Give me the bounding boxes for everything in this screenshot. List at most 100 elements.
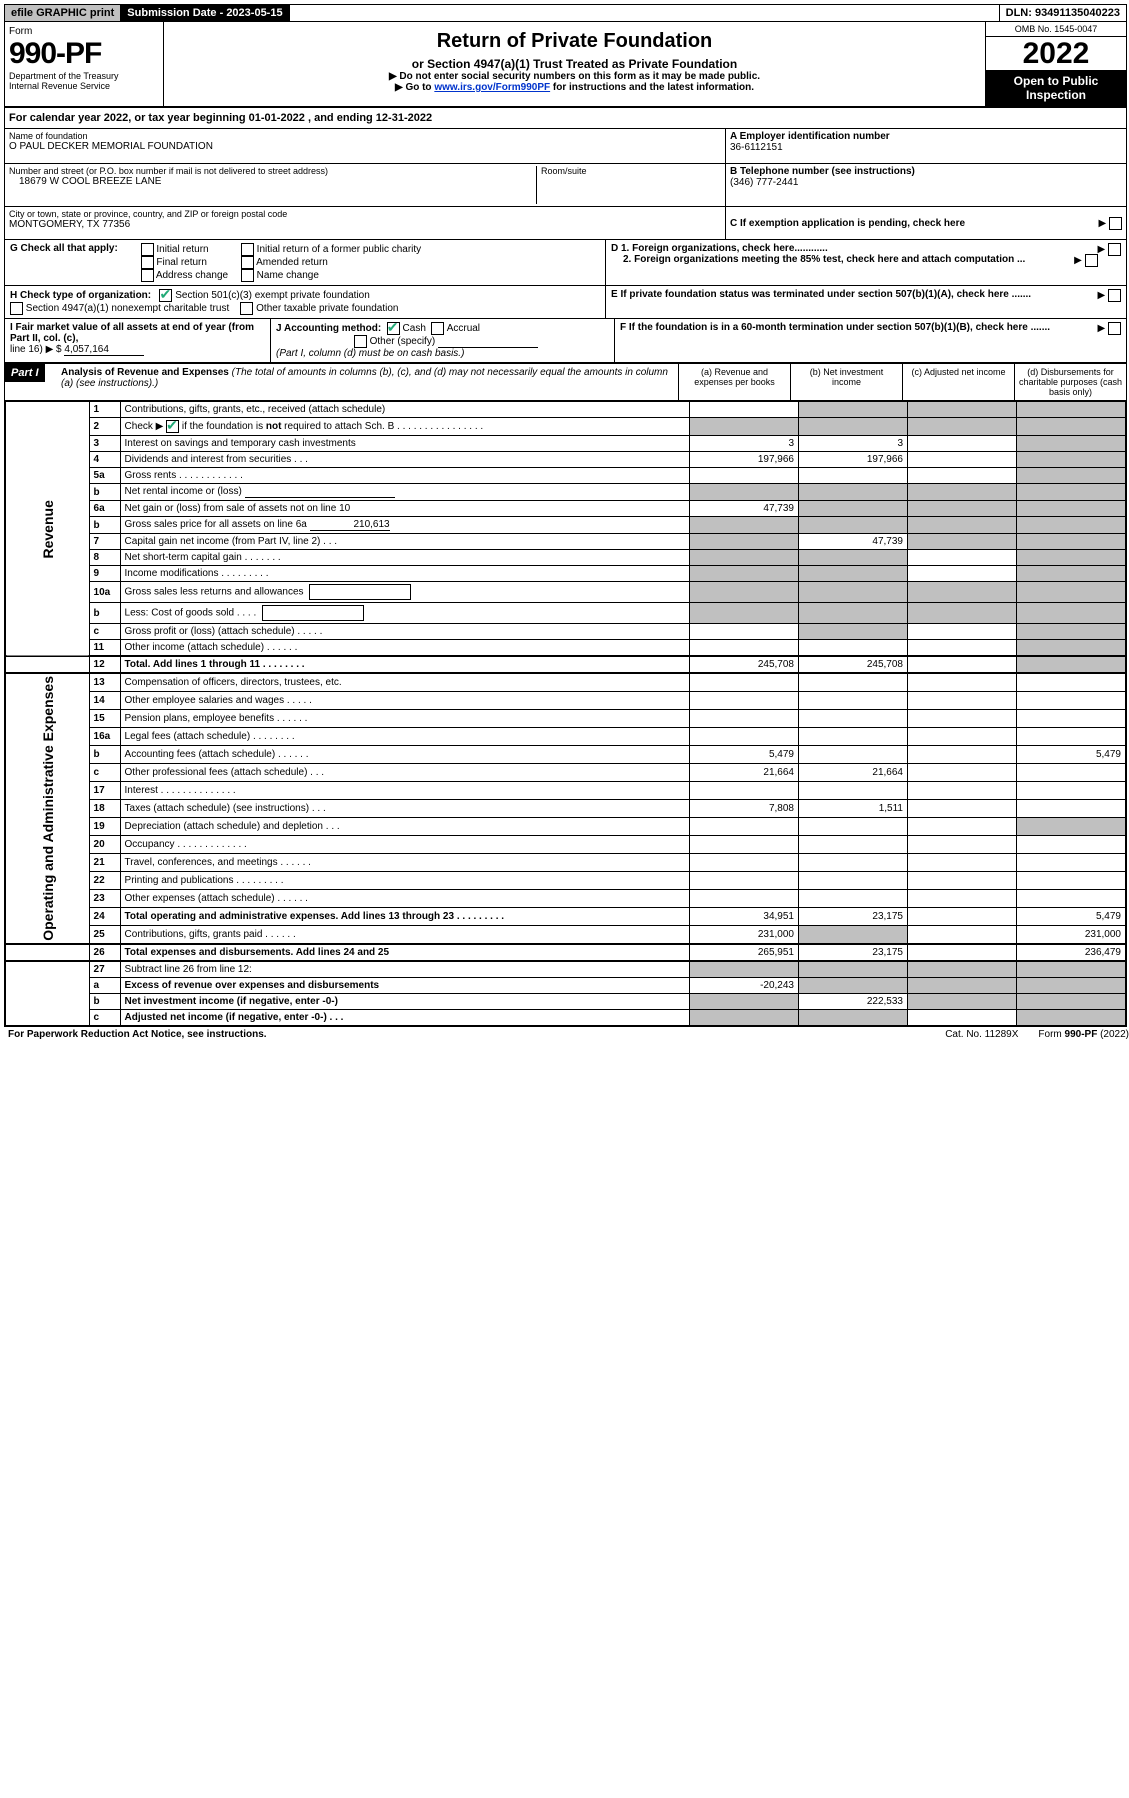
g-initial-former-checkbox[interactable]: [241, 243, 254, 256]
r16b-no: b: [89, 746, 120, 764]
r1-desc: Contributions, gifts, grants, etc., rece…: [120, 402, 689, 418]
g-name-checkbox[interactable]: [241, 269, 254, 282]
ein-cell: A Employer identification number 36-6112…: [726, 129, 1126, 164]
r25-desc: Contributions, gifts, grants paid . . . …: [120, 925, 689, 944]
form-container: efile GRAPHIC print Submission Date - 20…: [4, 4, 1127, 1027]
h-opt1: Section 501(c)(3) exempt private foundat…: [175, 290, 370, 301]
d1-checkbox[interactable]: [1108, 243, 1121, 256]
r26-desc: Total expenses and disbursements. Add li…: [120, 944, 689, 961]
c-checkbox[interactable]: [1109, 217, 1122, 230]
form-info-link[interactable]: www.irs.gov/Form990PF: [434, 82, 550, 93]
g-address-checkbox[interactable]: [141, 269, 154, 282]
r3-b: 3: [799, 436, 908, 452]
g-final-checkbox[interactable]: [141, 256, 154, 269]
r2-no: 2: [89, 418, 120, 436]
row-27a: a Excess of revenue over expenses and di…: [6, 977, 1126, 993]
h-4947-checkbox[interactable]: [10, 302, 23, 315]
row-20: 20 Occupancy . . . . . . . . . . . . .: [6, 835, 1126, 853]
r13-desc: Compensation of officers, directors, tru…: [120, 673, 689, 692]
r16a-no: 16a: [89, 728, 120, 746]
r20-desc: Occupancy . . . . . . . . . . . . .: [120, 835, 689, 853]
row-10b: b Less: Cost of goods sold . . . .: [6, 603, 1126, 624]
r18-desc: Taxes (attach schedule) (see instruction…: [120, 799, 689, 817]
row-17: 17 Interest . . . . . . . . . . . . . .: [6, 782, 1126, 800]
d1-label: D 1. Foreign organizations, check here..…: [611, 243, 828, 254]
j-cash-checkbox[interactable]: [387, 322, 400, 335]
row-25: 25 Contributions, gifts, grants paid . .…: [6, 925, 1126, 944]
efile-print-label[interactable]: efile GRAPHIC print: [5, 5, 121, 21]
col-d-header: (d) Disbursements for charitable purpose…: [1014, 364, 1126, 400]
e-checkbox[interactable]: [1108, 289, 1121, 302]
goto-prefix: ▶ Go to: [395, 82, 434, 93]
r24-no: 24: [89, 907, 120, 925]
form-number: 990-PF: [9, 37, 159, 71]
j-cash: Cash: [403, 323, 426, 334]
h-other-checkbox[interactable]: [240, 302, 253, 315]
r22-no: 22: [89, 871, 120, 889]
f-checkbox[interactable]: [1108, 322, 1121, 335]
form-word: Form: [9, 26, 159, 37]
form-id-box: Form 990-PF Department of the Treasury I…: [5, 22, 164, 106]
r19-desc: Depreciation (attach schedule) and deple…: [120, 817, 689, 835]
r2-checkbox[interactable]: [166, 420, 179, 433]
f-label: F If the foundation is in a 60-month ter…: [620, 322, 1050, 333]
g-amended-checkbox[interactable]: [241, 256, 254, 269]
row-27b: b Net investment income (if negative, en…: [6, 993, 1126, 1009]
name-label: Name of foundation: [9, 131, 721, 141]
r10a-no: 10a: [89, 582, 120, 603]
r27b-b: 222,533: [799, 993, 908, 1009]
h-label: H Check type of organization:: [10, 290, 151, 301]
public-inspection: Open to Public Inspection: [986, 70, 1126, 106]
form-title: Return of Private Foundation: [168, 30, 981, 53]
g-opt-name: Name change: [257, 270, 319, 281]
r11-desc: Other income (attach schedule) . . . . .…: [120, 640, 689, 657]
r18-no: 18: [89, 799, 120, 817]
r23-desc: Other expenses (attach schedule) . . . .…: [120, 889, 689, 907]
row-5a: 5a Gross rents . . . . . . . . . . . .: [6, 468, 1126, 484]
r10b-no: b: [89, 603, 120, 624]
entity-info-block: Name of foundation O PAUL DECKER MEMORIA…: [5, 129, 1126, 240]
form-header: Form 990-PF Department of the Treasury I…: [5, 22, 1126, 108]
r16b-d: 5,479: [1017, 746, 1126, 764]
r7-b: 47,739: [799, 534, 908, 550]
r27b-desc: Net investment income (if negative, ente…: [120, 993, 689, 1009]
r3-desc: Interest on savings and temporary cash i…: [120, 436, 689, 452]
r16b-desc: Accounting fees (attach schedule) . . . …: [120, 746, 689, 764]
year-box: OMB No. 1545-0047 2022 Open to Public In…: [985, 22, 1126, 106]
e-cell: E If private foundation status was termi…: [606, 286, 1126, 318]
r17-no: 17: [89, 782, 120, 800]
j-accrual: Accrual: [447, 323, 480, 334]
r16c-b: 21,664: [799, 764, 908, 782]
ein-label: A Employer identification number: [730, 131, 1122, 142]
r14-no: 14: [89, 692, 120, 710]
r16c-no: c: [89, 764, 120, 782]
row-15: 15 Pension plans, employee benefits . . …: [6, 710, 1126, 728]
row-23: 23 Other expenses (attach schedule) . . …: [6, 889, 1126, 907]
r2-suffix: if the foundation is not required to att…: [179, 421, 483, 432]
r6b-desc: Gross sales price for all assets on line…: [120, 517, 689, 534]
row-22: 22 Printing and publications . . . . . .…: [6, 871, 1126, 889]
r16c-a: 21,664: [690, 764, 799, 782]
r16b-a: 5,479: [690, 746, 799, 764]
r6a-no: 6a: [89, 501, 120, 517]
j-other-checkbox[interactable]: [354, 335, 367, 348]
r12-desc: Total. Add lines 1 through 11 . . . . . …: [120, 656, 689, 673]
i-line1: I Fair market value of all assets at end…: [10, 322, 254, 344]
r12-no: 12: [89, 656, 120, 673]
part1-table: Revenue 1 Contributions, gifts, grants, …: [5, 401, 1126, 1026]
row-8: 8 Net short-term capital gain . . . . . …: [6, 550, 1126, 566]
j-accrual-checkbox[interactable]: [431, 322, 444, 335]
h-501c3-checkbox[interactable]: [159, 289, 172, 302]
r10c-no: c: [89, 624, 120, 640]
g-opt-address: Address change: [156, 270, 228, 281]
g-initial-checkbox[interactable]: [141, 243, 154, 256]
r5b-desc: Net rental income or (loss): [120, 484, 689, 501]
tel-value: (346) 777-2441: [730, 177, 1122, 188]
i-j-row: I Fair market value of all assets at end…: [5, 319, 1126, 364]
f-cell: F If the foundation is in a 60-month ter…: [615, 319, 1126, 362]
d2-checkbox[interactable]: [1085, 254, 1098, 267]
part1-header-row: Part I Analysis of Revenue and Expenses …: [5, 364, 1126, 401]
row-13: Operating and Administrative Expenses 13…: [6, 673, 1126, 692]
r27a-desc: Excess of revenue over expenses and disb…: [120, 977, 689, 993]
r16a-desc: Legal fees (attach schedule) . . . . . .…: [120, 728, 689, 746]
